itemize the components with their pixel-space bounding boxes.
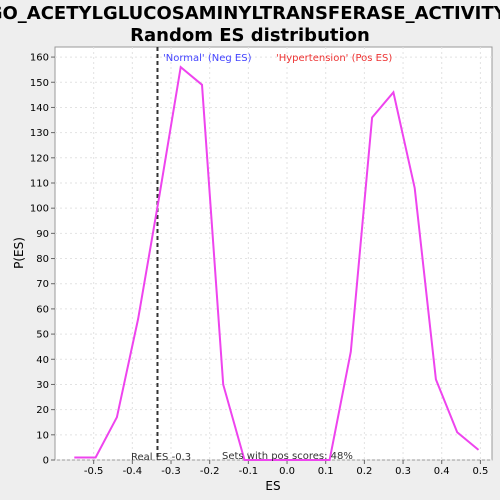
x-tick-label: 0.2 (356, 466, 372, 477)
y-tick-label: 30 (36, 380, 49, 391)
x-tick-label: -0.1 (239, 466, 259, 477)
x-tick-label: 0.4 (434, 466, 450, 477)
chart-title-line2: Random ES distribution (130, 25, 370, 46)
y-tick-label: 160 (30, 53, 49, 64)
x-tick-label: 0.3 (395, 466, 411, 477)
real-es-label: Real ES -0.3 (131, 452, 191, 463)
x-tick-label: 0.1 (318, 466, 334, 477)
y-tick-label: 50 (36, 330, 49, 341)
y-tick-label: 10 (36, 430, 49, 441)
y-axis-label: P(ES) (12, 237, 26, 269)
y-tick-label: 120 (30, 153, 49, 164)
y-tick-label: 140 (30, 103, 49, 114)
y-tick-label: 90 (36, 229, 49, 240)
y-tick-label: 0 (43, 456, 49, 467)
neg-es-label: 'Normal' (Neg ES) (163, 53, 252, 64)
y-tick-label: 20 (36, 405, 49, 416)
x-tick-label: -0.3 (161, 466, 181, 477)
pos-scores-label: Sets with pos scores: 48% (222, 451, 353, 462)
x-tick-label: -0.2 (200, 466, 220, 477)
y-tick-label: 150 (30, 78, 49, 89)
x-tick-label: 0.0 (279, 466, 295, 477)
x-axis-label: ES (265, 479, 280, 493)
x-tick-label: -0.4 (123, 466, 143, 477)
y-tick-label: 60 (36, 304, 49, 315)
tick-layer: 0 10 20 30 40 50 60 70 80 90 100 110 120 130 140 150 160… (30, 53, 488, 477)
y-tick-label: 130 (30, 128, 49, 139)
x-tick-label: -0.5 (84, 466, 104, 477)
y-tick-label: 80 (36, 254, 49, 265)
plot-area (54, 46, 493, 461)
y-tick-label: 70 (36, 279, 49, 290)
x-tick-label: 0.5 (472, 466, 488, 477)
y-tick-label: 40 (36, 355, 49, 366)
y-tick-label: 110 (30, 178, 49, 189)
y-tick-label: 100 (30, 204, 49, 215)
chart-title-line1: GO_ACETYLGLUCOSAMINYLTRANSFERASE_ACTIVIT… (0, 3, 500, 24)
grid-layer (55, 47, 492, 461)
es-distribution-series-line (74, 65, 480, 461)
pos-es-label: 'Hypertension' (Pos ES) (276, 53, 392, 64)
